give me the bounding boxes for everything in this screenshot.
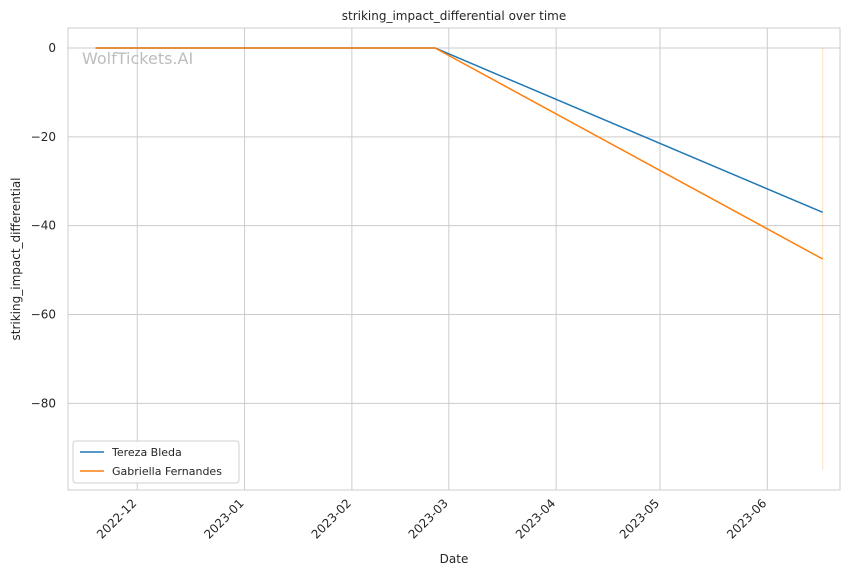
y-axis-title: striking_impact_differential [9, 177, 23, 340]
y-tick-label: −80 [31, 396, 56, 410]
legend-box [72, 440, 240, 484]
x-tick-label: 2023-05 [617, 496, 662, 541]
y-tick-label: −40 [31, 219, 56, 233]
series-lines [95, 47, 824, 260]
grid-lines [68, 28, 840, 490]
chart-title: striking_impact_differential over time [342, 9, 567, 23]
y-tick-label: −60 [31, 308, 56, 322]
x-tick-label: 2022-12 [94, 496, 139, 541]
series-line-2 [95, 47, 824, 260]
legend-label: Tereza Bleda [111, 446, 182, 459]
x-tick-labels: 2022-12 2023-01 2023-02 2023-03 2023-04 2023-… [94, 496, 769, 541]
x-tick-label: 2023-04 [513, 496, 558, 541]
x-tick-label: 2023-03 [406, 496, 451, 541]
y-tick-label: −20 [31, 130, 56, 144]
watermark: WolfTickets.AI [82, 49, 193, 68]
y-tick-labels: 0 −20 −40 −60 −80 [31, 41, 56, 410]
x-tick-label: 2023-01 [201, 496, 246, 541]
legend-label: Gabriella Fernandes [112, 465, 222, 478]
plot-frame [67, 27, 841, 491]
y-tick-label: 0 [48, 41, 56, 55]
legend: Tereza Bleda Gabriella Fernandes [72, 440, 240, 484]
x-tick-label: 2023-02 [309, 496, 354, 541]
plot-background [68, 28, 840, 490]
x-tick-label: 2023-06 [724, 496, 769, 541]
x-axis-title: Date [440, 552, 469, 566]
